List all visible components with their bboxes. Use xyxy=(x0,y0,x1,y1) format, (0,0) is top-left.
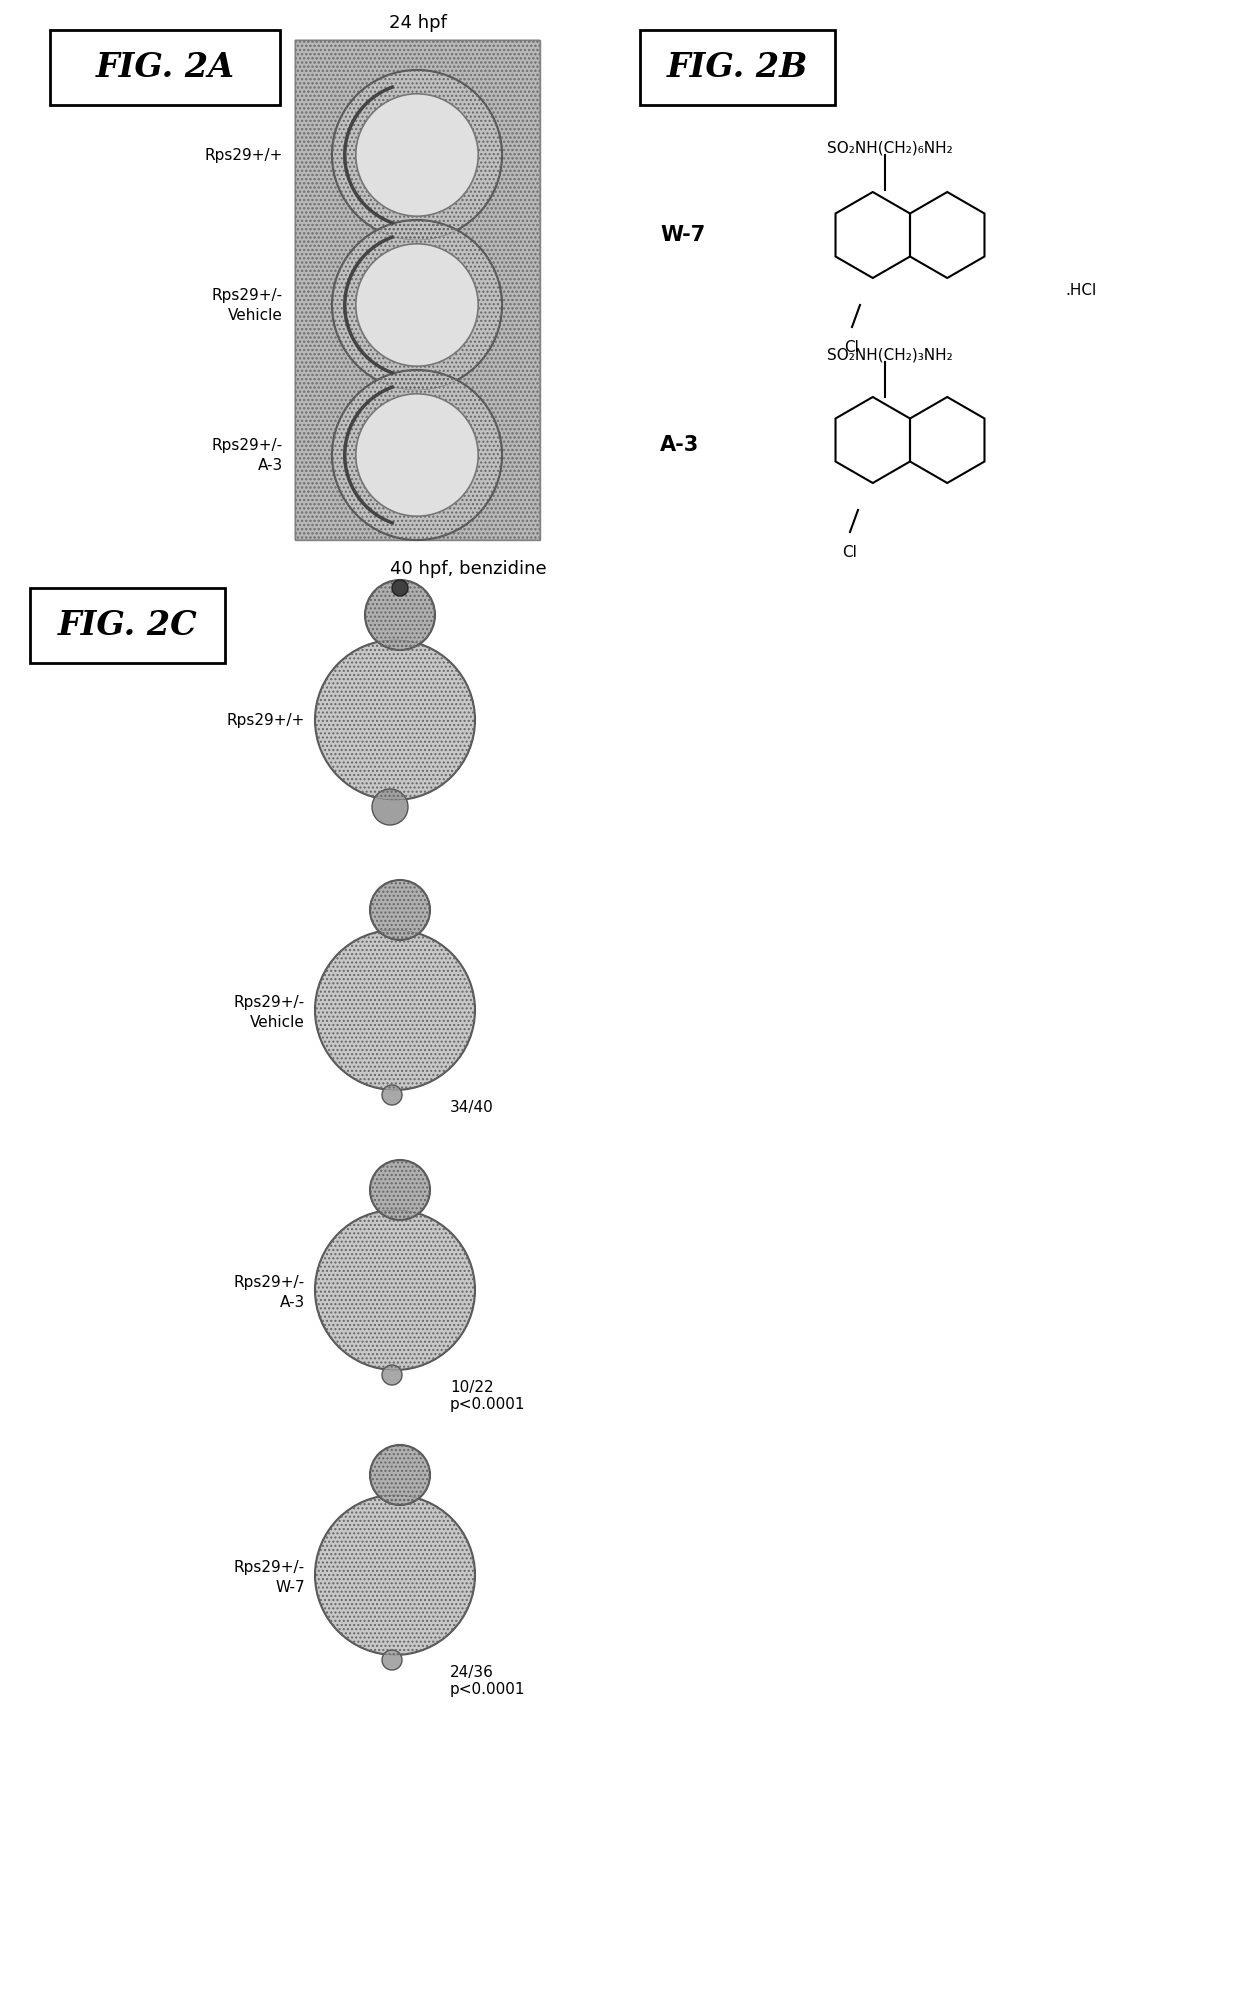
Text: 40 hpf, benzidine: 40 hpf, benzidine xyxy=(391,560,547,578)
Text: Rps29+/-: Rps29+/- xyxy=(212,438,283,452)
Text: A-3: A-3 xyxy=(258,458,283,472)
Text: Rps29+/-: Rps29+/- xyxy=(212,288,283,302)
Text: 24 hpf: 24 hpf xyxy=(388,14,446,32)
Text: Vehicle: Vehicle xyxy=(228,308,283,322)
Text: Rps29+/-: Rps29+/- xyxy=(234,1559,305,1575)
Circle shape xyxy=(370,880,430,940)
Circle shape xyxy=(356,394,479,516)
Circle shape xyxy=(392,580,408,596)
Text: Rps29+/-: Rps29+/- xyxy=(234,1275,305,1289)
Text: A-3: A-3 xyxy=(660,434,699,454)
Circle shape xyxy=(356,244,479,366)
Text: 24/36
p<0.0001: 24/36 p<0.0001 xyxy=(450,1665,526,1697)
Circle shape xyxy=(372,788,408,824)
Bar xyxy=(295,40,539,540)
Text: Rps29+/+: Rps29+/+ xyxy=(205,148,283,162)
Bar xyxy=(30,588,224,662)
Text: 34/40: 34/40 xyxy=(450,1101,494,1115)
Circle shape xyxy=(332,370,502,540)
Circle shape xyxy=(315,640,475,800)
Text: W-7: W-7 xyxy=(660,224,706,244)
Text: Vehicle: Vehicle xyxy=(250,1015,305,1029)
Text: FIG. 2C: FIG. 2C xyxy=(57,608,197,642)
Text: Cl: Cl xyxy=(844,340,859,354)
Circle shape xyxy=(315,930,475,1091)
Text: SO₂NH(CH₂)₃NH₂: SO₂NH(CH₂)₃NH₂ xyxy=(827,346,952,362)
Text: SO₂NH(CH₂)₆NH₂: SO₂NH(CH₂)₆NH₂ xyxy=(827,140,952,154)
Text: FIG. 2A: FIG. 2A xyxy=(95,50,234,84)
Bar xyxy=(50,30,280,104)
Bar xyxy=(295,40,539,540)
Circle shape xyxy=(332,70,502,240)
Circle shape xyxy=(370,1445,430,1505)
Text: 10/22
p<0.0001: 10/22 p<0.0001 xyxy=(450,1381,526,1413)
Circle shape xyxy=(370,1161,430,1221)
Bar xyxy=(640,30,835,104)
Circle shape xyxy=(332,220,502,390)
Circle shape xyxy=(315,1211,475,1371)
Text: Rps29+/-: Rps29+/- xyxy=(234,994,305,1009)
Circle shape xyxy=(356,94,479,216)
Text: .HCl: .HCl xyxy=(1065,282,1096,298)
Text: Rps29+/+: Rps29+/+ xyxy=(227,712,305,728)
Circle shape xyxy=(382,1651,402,1671)
Circle shape xyxy=(315,1495,475,1655)
Bar xyxy=(295,40,539,540)
Circle shape xyxy=(365,580,435,650)
Circle shape xyxy=(382,1365,402,1385)
Text: Cl: Cl xyxy=(842,544,857,560)
Circle shape xyxy=(382,1085,402,1105)
Text: A-3: A-3 xyxy=(280,1295,305,1309)
Text: W-7: W-7 xyxy=(275,1579,305,1595)
Text: FIG. 2B: FIG. 2B xyxy=(667,50,808,84)
